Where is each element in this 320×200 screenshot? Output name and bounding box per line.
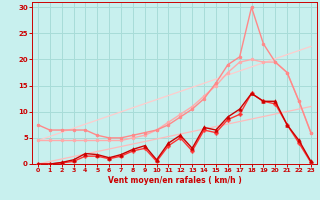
- X-axis label: Vent moyen/en rafales ( km/h ): Vent moyen/en rafales ( km/h ): [108, 176, 241, 185]
